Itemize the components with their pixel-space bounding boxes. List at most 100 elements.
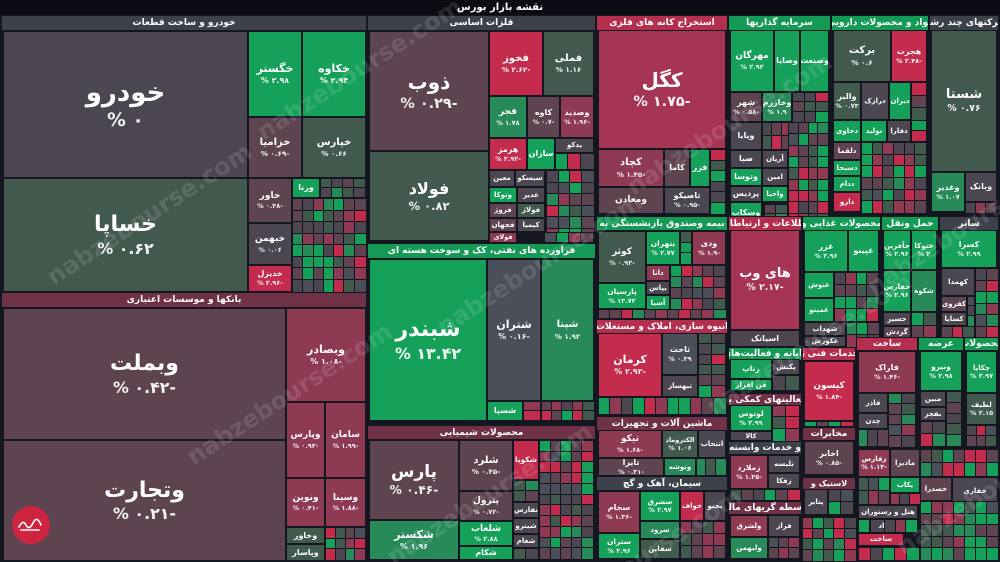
stock-tile-small[interactable] xyxy=(931,513,944,527)
stock-tile-small[interactable] xyxy=(856,272,869,286)
stock-tile-small[interactable] xyxy=(840,489,854,503)
stock-tile-small[interactable] xyxy=(931,462,944,477)
stock-tile-small[interactable] xyxy=(866,296,879,310)
stock-tile-small[interactable] xyxy=(920,462,933,477)
stock-tile-small[interactable] xyxy=(681,276,694,289)
stock-tile-small[interactable] xyxy=(713,287,726,300)
stock-tile-small[interactable] xyxy=(798,201,810,215)
stock-tile-small[interactable] xyxy=(798,179,810,193)
stock-tile[interactable]: ونوین -۰.۴۱ % xyxy=(286,478,325,527)
stock-tile-small[interactable] xyxy=(354,198,367,212)
stock-tile-small[interactable] xyxy=(569,193,583,207)
stock-tile-small[interactable] xyxy=(550,483,563,496)
stock-tile-small[interactable] xyxy=(345,527,357,540)
stock-tile-small[interactable] xyxy=(353,187,366,198)
stock-tile-small[interactable] xyxy=(680,521,693,535)
stock-tile[interactable]: آسیا xyxy=(646,295,670,311)
stock-tile[interactable]: پارسیان ۱۳.۷۲ % xyxy=(598,283,646,309)
stock-tile-small[interactable] xyxy=(953,524,966,538)
stock-tile-small[interactable] xyxy=(713,309,727,319)
stock-tile-small[interactable] xyxy=(711,385,726,398)
stock-tile-small[interactable] xyxy=(882,200,895,214)
stock-tile[interactable]: رتاپ xyxy=(730,359,772,379)
stock-tile-small[interactable] xyxy=(904,200,917,214)
stock-tile-small[interactable] xyxy=(292,198,305,212)
stock-tile-small[interactable] xyxy=(966,435,978,447)
stock-tile-small[interactable] xyxy=(713,298,726,311)
stock-tile[interactable]: کگل -۱.۷۵ % xyxy=(598,30,726,149)
stock-tile-small[interactable] xyxy=(872,165,885,179)
stock-tile-small[interactable] xyxy=(335,527,347,540)
stock-tile-small[interactable] xyxy=(882,189,895,203)
stock-tile-small[interactable] xyxy=(560,472,573,485)
stock-tile-small[interactable] xyxy=(882,142,895,156)
stock-tile-small[interactable] xyxy=(788,167,800,181)
stock-tile-small[interactable] xyxy=(680,252,692,265)
stock-tile-small[interactable] xyxy=(711,333,726,346)
stock-tile-small[interactable] xyxy=(711,343,726,356)
stock-tile[interactable]: ولشرق xyxy=(730,515,768,537)
stock-tile-small[interactable] xyxy=(513,480,527,492)
stock-tile-small[interactable] xyxy=(581,526,594,539)
stock-tile-small[interactable] xyxy=(833,528,846,541)
stock-tile-small[interactable] xyxy=(828,489,842,503)
stock-tile[interactable]: وبملت -۰.۴۲ % xyxy=(3,308,286,440)
stock-tile-small[interactable] xyxy=(567,153,582,170)
stock-tile-small[interactable] xyxy=(788,190,800,204)
stock-tile-small[interactable] xyxy=(560,483,573,496)
stock-tile-small[interactable] xyxy=(953,462,966,477)
stock-tile[interactable]: صبا xyxy=(730,150,762,168)
stock-tile-small[interactable] xyxy=(942,513,955,527)
stock-tile-small[interactable] xyxy=(581,504,594,517)
stock-tile-small[interactable] xyxy=(581,451,594,464)
stock-tile[interactable]: خصدرا xyxy=(920,477,952,501)
stock-tile-small[interactable] xyxy=(609,309,623,319)
stock-tile-small[interactable] xyxy=(550,451,563,464)
stock-tile-small[interactable] xyxy=(788,547,800,559)
stock-tile-small[interactable] xyxy=(844,517,857,530)
stock-tile-small[interactable] xyxy=(670,276,683,289)
stock-tile[interactable]: وصنعت xyxy=(800,30,829,92)
stock-tile-small[interactable] xyxy=(882,547,896,561)
stock-tile[interactable]: شکوه xyxy=(911,270,937,312)
stock-tile-small[interactable] xyxy=(785,416,800,430)
stock-tile-small[interactable] xyxy=(558,182,572,196)
stock-tile[interactable]: خاور -۰.۳۸ % xyxy=(248,178,292,223)
stock-tile[interactable]: آریان xyxy=(762,150,788,168)
stock-tile-small[interactable] xyxy=(560,504,573,517)
stock-tile-small[interactable] xyxy=(834,272,847,286)
stock-tile-small[interactable] xyxy=(632,309,646,319)
stock-tile-small[interactable] xyxy=(571,472,584,485)
stock-tile-small[interactable] xyxy=(823,538,836,551)
stock-tile-small[interactable] xyxy=(808,145,820,159)
stock-tile-small[interactable] xyxy=(872,142,885,156)
stock-tile[interactable]: کسرا ۲.۹۹ % xyxy=(941,230,997,268)
stock-tile-small[interactable] xyxy=(812,528,825,541)
stock-tile-small[interactable] xyxy=(764,204,777,215)
stock-tile-small[interactable] xyxy=(901,435,916,448)
stock-tile-small[interactable] xyxy=(550,504,563,517)
stock-tile[interactable]: یدکو xyxy=(555,138,594,153)
stock-tile[interactable]: چدن xyxy=(858,413,888,429)
stock-tile-small[interactable] xyxy=(868,490,880,505)
stock-tile-small[interactable] xyxy=(561,410,574,421)
stock-tile-small[interactable] xyxy=(333,244,346,258)
stock-tile[interactable]: فجر ۱.۷۸ % xyxy=(489,96,527,138)
stock-tile-small[interactable] xyxy=(866,308,879,322)
stock-tile-small[interactable] xyxy=(964,449,977,464)
stock-tile-small[interactable] xyxy=(655,309,669,319)
stock-tile-small[interactable] xyxy=(828,421,842,427)
stock-tile[interactable]: فخوز -۲.۶۲ % xyxy=(489,31,543,96)
stock-tile-small[interactable] xyxy=(323,210,336,224)
stock-tile-small[interactable] xyxy=(952,326,965,339)
stock-tile-small[interactable] xyxy=(753,489,767,501)
stock-tile-small[interactable] xyxy=(920,524,933,538)
stock-tile-small[interactable] xyxy=(523,401,541,412)
stock-tile-small[interactable] xyxy=(828,501,842,515)
stock-tile-small[interactable] xyxy=(581,515,594,528)
stock-tile[interactable]: دانا xyxy=(646,265,670,281)
stock-tile-small[interactable] xyxy=(920,501,933,515)
stock-tile[interactable]: کیمیا xyxy=(517,218,545,232)
stock-tile-small[interactable] xyxy=(953,449,966,464)
stock-tile[interactable]: خودرو ۰ % xyxy=(3,31,248,178)
